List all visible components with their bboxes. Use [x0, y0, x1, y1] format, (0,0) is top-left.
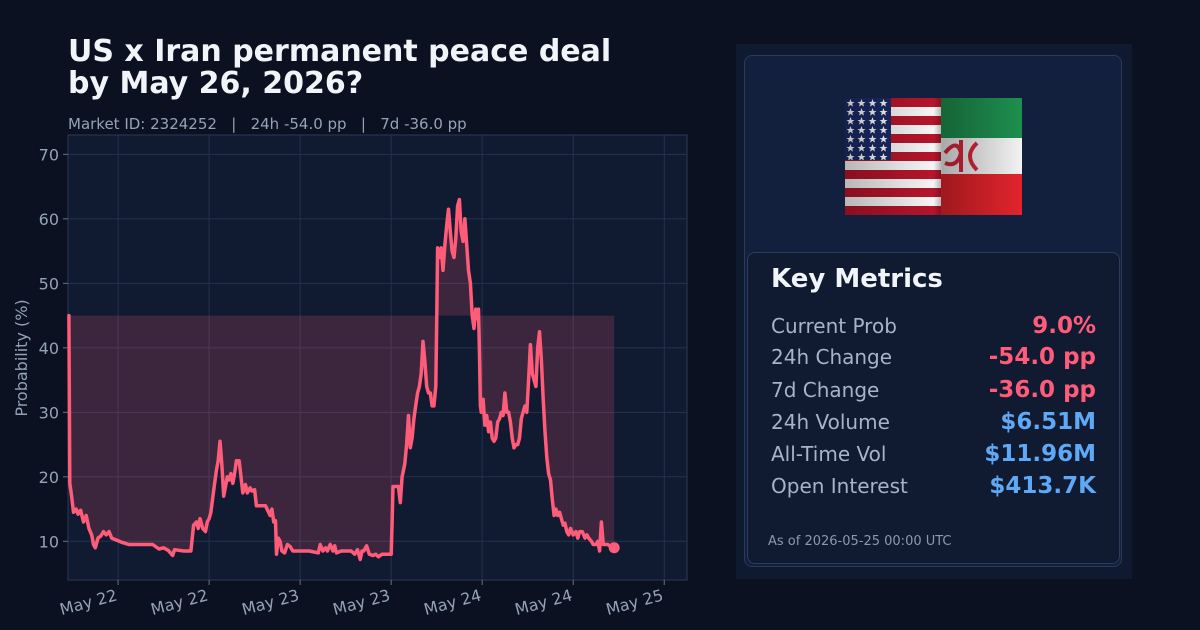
y-axis: 10 20 30 40 50 60 70: [39, 145, 68, 551]
y-tick-label: 60: [39, 210, 59, 229]
last-point-marker: [608, 542, 620, 554]
metric-label: Current Prob: [771, 314, 897, 338]
metric-label: 24h Change: [771, 345, 893, 369]
metric-value: -36.0 pp: [988, 377, 1096, 403]
y-tick-label: 70: [39, 145, 59, 164]
x-axis: May 22 May 22 May 23 May 23 May 24 May 24 May …: [58, 580, 665, 620]
x-tick-label: May 24: [422, 586, 483, 620]
us-iran-flags-image: [845, 98, 1022, 215]
area-fill: [68, 199, 615, 560]
key-metrics-title: Key Metrics: [771, 264, 943, 294]
metric-label: 24h Volume: [771, 410, 890, 434]
x-tick-label: May 24: [513, 586, 574, 620]
metric-value: $6.51M: [1000, 409, 1096, 435]
metric-label: 7d Change: [771, 378, 880, 402]
y-tick-label: 20: [39, 468, 59, 487]
market-subtitle: Market ID: 2324252 | 24h -54.0 pp | 7d -…: [68, 115, 467, 133]
y-tick-label: 40: [39, 339, 59, 358]
x-tick-label: May 23: [331, 586, 392, 620]
fill-between-baseline: [68, 199, 615, 560]
key-metrics-card: [747, 252, 1120, 564]
series-line: [67, 197, 616, 562]
metric-value: $11.96M: [984, 441, 1096, 467]
x-tick-label: May 22: [149, 586, 210, 620]
y-tick-label: 30: [39, 403, 59, 422]
x-tick-label: May 25: [604, 586, 665, 620]
plot-area: [67, 134, 688, 581]
as-of-timestamp: As of 2026-05-25 00:00 UTC: [768, 534, 952, 549]
metric-row-24h-change: 24h Change -54.0 pp: [771, 342, 1096, 372]
x-tick-label: May 22: [58, 586, 119, 620]
title-line-2: by May 26, 2026?: [68, 66, 364, 101]
y-axis-label: Probability (%): [12, 299, 31, 416]
series-line-layer: [67, 197, 620, 562]
metric-value: -54.0 pp: [988, 344, 1096, 370]
metric-label: All-Time Vol: [771, 442, 887, 466]
metric-value: $413.7K: [989, 473, 1096, 499]
y-tick-label: 50: [39, 274, 59, 293]
metric-row-all-time-vol: All-Time Vol $11.96M: [771, 439, 1096, 469]
flags-icon: [845, 98, 1022, 215]
metric-label: Open Interest: [771, 474, 908, 498]
page-title: US x Iran permanent peace deal by May 26…: [68, 36, 611, 100]
metric-row-7d-change: 7d Change -36.0 pp: [771, 375, 1096, 405]
y-tick-label: 10: [39, 532, 59, 551]
metric-row-open-interest: Open Interest $413.7K: [771, 471, 1096, 501]
title-line-1: US x Iran permanent peace deal: [68, 34, 612, 69]
grid-lines: [68, 135, 687, 580]
metric-row-current-prob: Current Prob 9.0%: [771, 311, 1096, 341]
metric-value: 9.0%: [1032, 313, 1096, 339]
x-tick-label: May 23: [240, 586, 301, 620]
metric-row-24h-volume: 24h Volume $6.51M: [771, 407, 1096, 437]
